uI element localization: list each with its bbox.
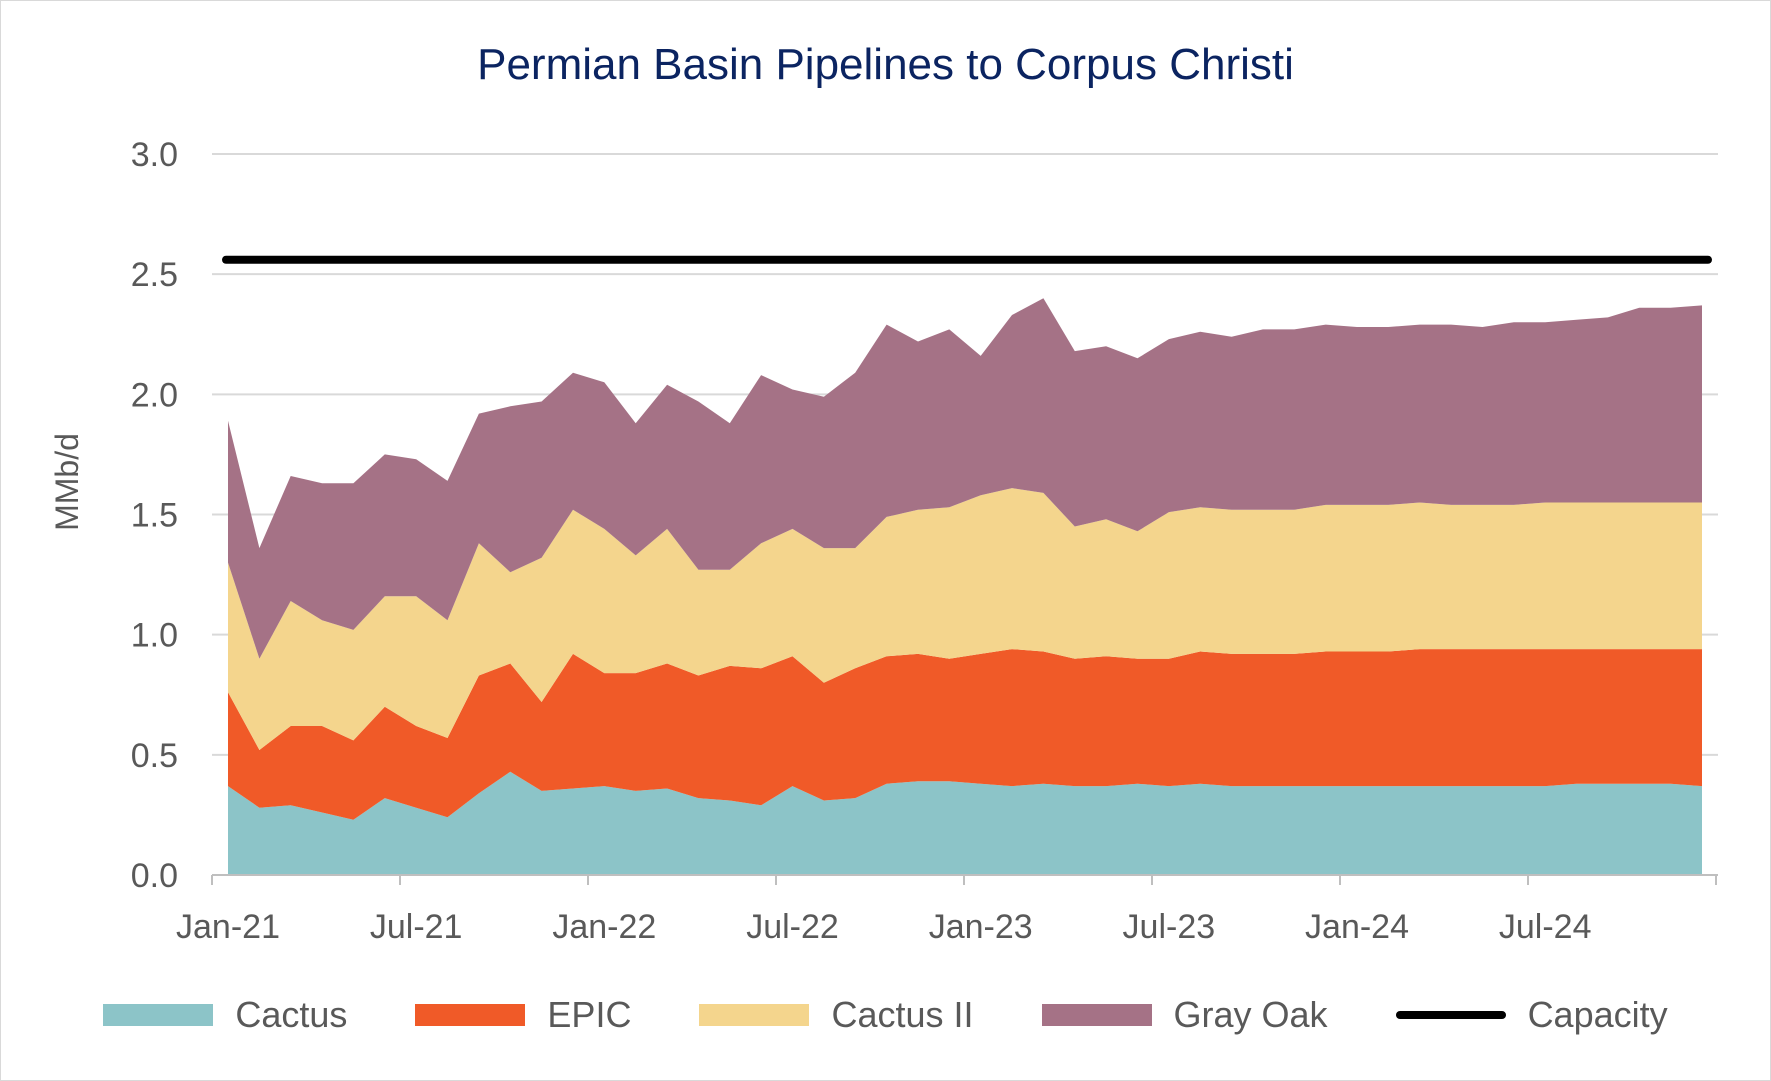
y-tick-label: 3.0 xyxy=(131,136,178,174)
y-tick-label: 1.0 xyxy=(131,617,178,655)
x-tick-label: Jan-21 xyxy=(176,908,280,946)
axes: 0.0 0.5 1.0 1.5 2.0 2.5 3.0 Jan-21 Jul-21 Jan-22 J… xyxy=(131,136,1718,946)
legend-item-cactus-ii: Cactus II xyxy=(699,994,974,1036)
legend-swatch-gray-oak xyxy=(1041,1004,1152,1026)
legend-item-gray-oak: Gray Oak xyxy=(1041,994,1328,1036)
area-epic xyxy=(228,649,1702,820)
legend-label-capacity: Capacity xyxy=(1527,994,1668,1035)
area-gray-oak xyxy=(228,298,1702,659)
y-tick-label: 2.0 xyxy=(131,376,178,414)
y-tick-label: 2.5 xyxy=(131,256,178,294)
legend-swatch-cactus-ii xyxy=(699,1004,810,1026)
area-cactus xyxy=(228,771,1702,875)
legend-label-gray-oak: Gray Oak xyxy=(1173,994,1328,1035)
x-tick-label: Jul-21 xyxy=(370,908,463,946)
legend-item-cactus: Cactus xyxy=(103,994,347,1036)
area-cactus-ii xyxy=(228,488,1702,750)
y-tick-label: 1.5 xyxy=(131,497,178,535)
x-tick-label: Jan-23 xyxy=(929,908,1033,946)
x-tick-label: Jul-24 xyxy=(1499,908,1592,946)
legend-item-capacity: Capacity xyxy=(1395,994,1668,1036)
legend-label-cactus: Cactus xyxy=(235,994,348,1035)
chart-title: Permian Basin Pipelines to Corpus Christ… xyxy=(477,40,1294,89)
x-tick-label: Jan-24 xyxy=(1305,908,1409,946)
x-tick-label: Jul-22 xyxy=(746,908,839,946)
stacked-areas xyxy=(228,298,1702,875)
legend-label-epic: EPIC xyxy=(547,994,632,1035)
y-axis-title: MMb/d xyxy=(49,433,85,531)
x-tick-label: Jan-22 xyxy=(552,908,656,946)
legend-item-epic: EPIC xyxy=(415,994,631,1036)
x-tick-label: Jul-23 xyxy=(1123,908,1216,946)
y-tick-label: 0.0 xyxy=(131,857,178,895)
y-tick-label: 0.5 xyxy=(131,737,178,775)
legend-label-cactus-ii: Cactus II xyxy=(831,994,974,1035)
legend-swatch-cactus xyxy=(103,1004,214,1026)
legend-swatch-capacity xyxy=(1395,1011,1506,1019)
legend-swatch-epic xyxy=(415,1004,526,1026)
legend: Cactus EPIC Cactus II Gray Oak Capacity xyxy=(0,990,1771,1040)
